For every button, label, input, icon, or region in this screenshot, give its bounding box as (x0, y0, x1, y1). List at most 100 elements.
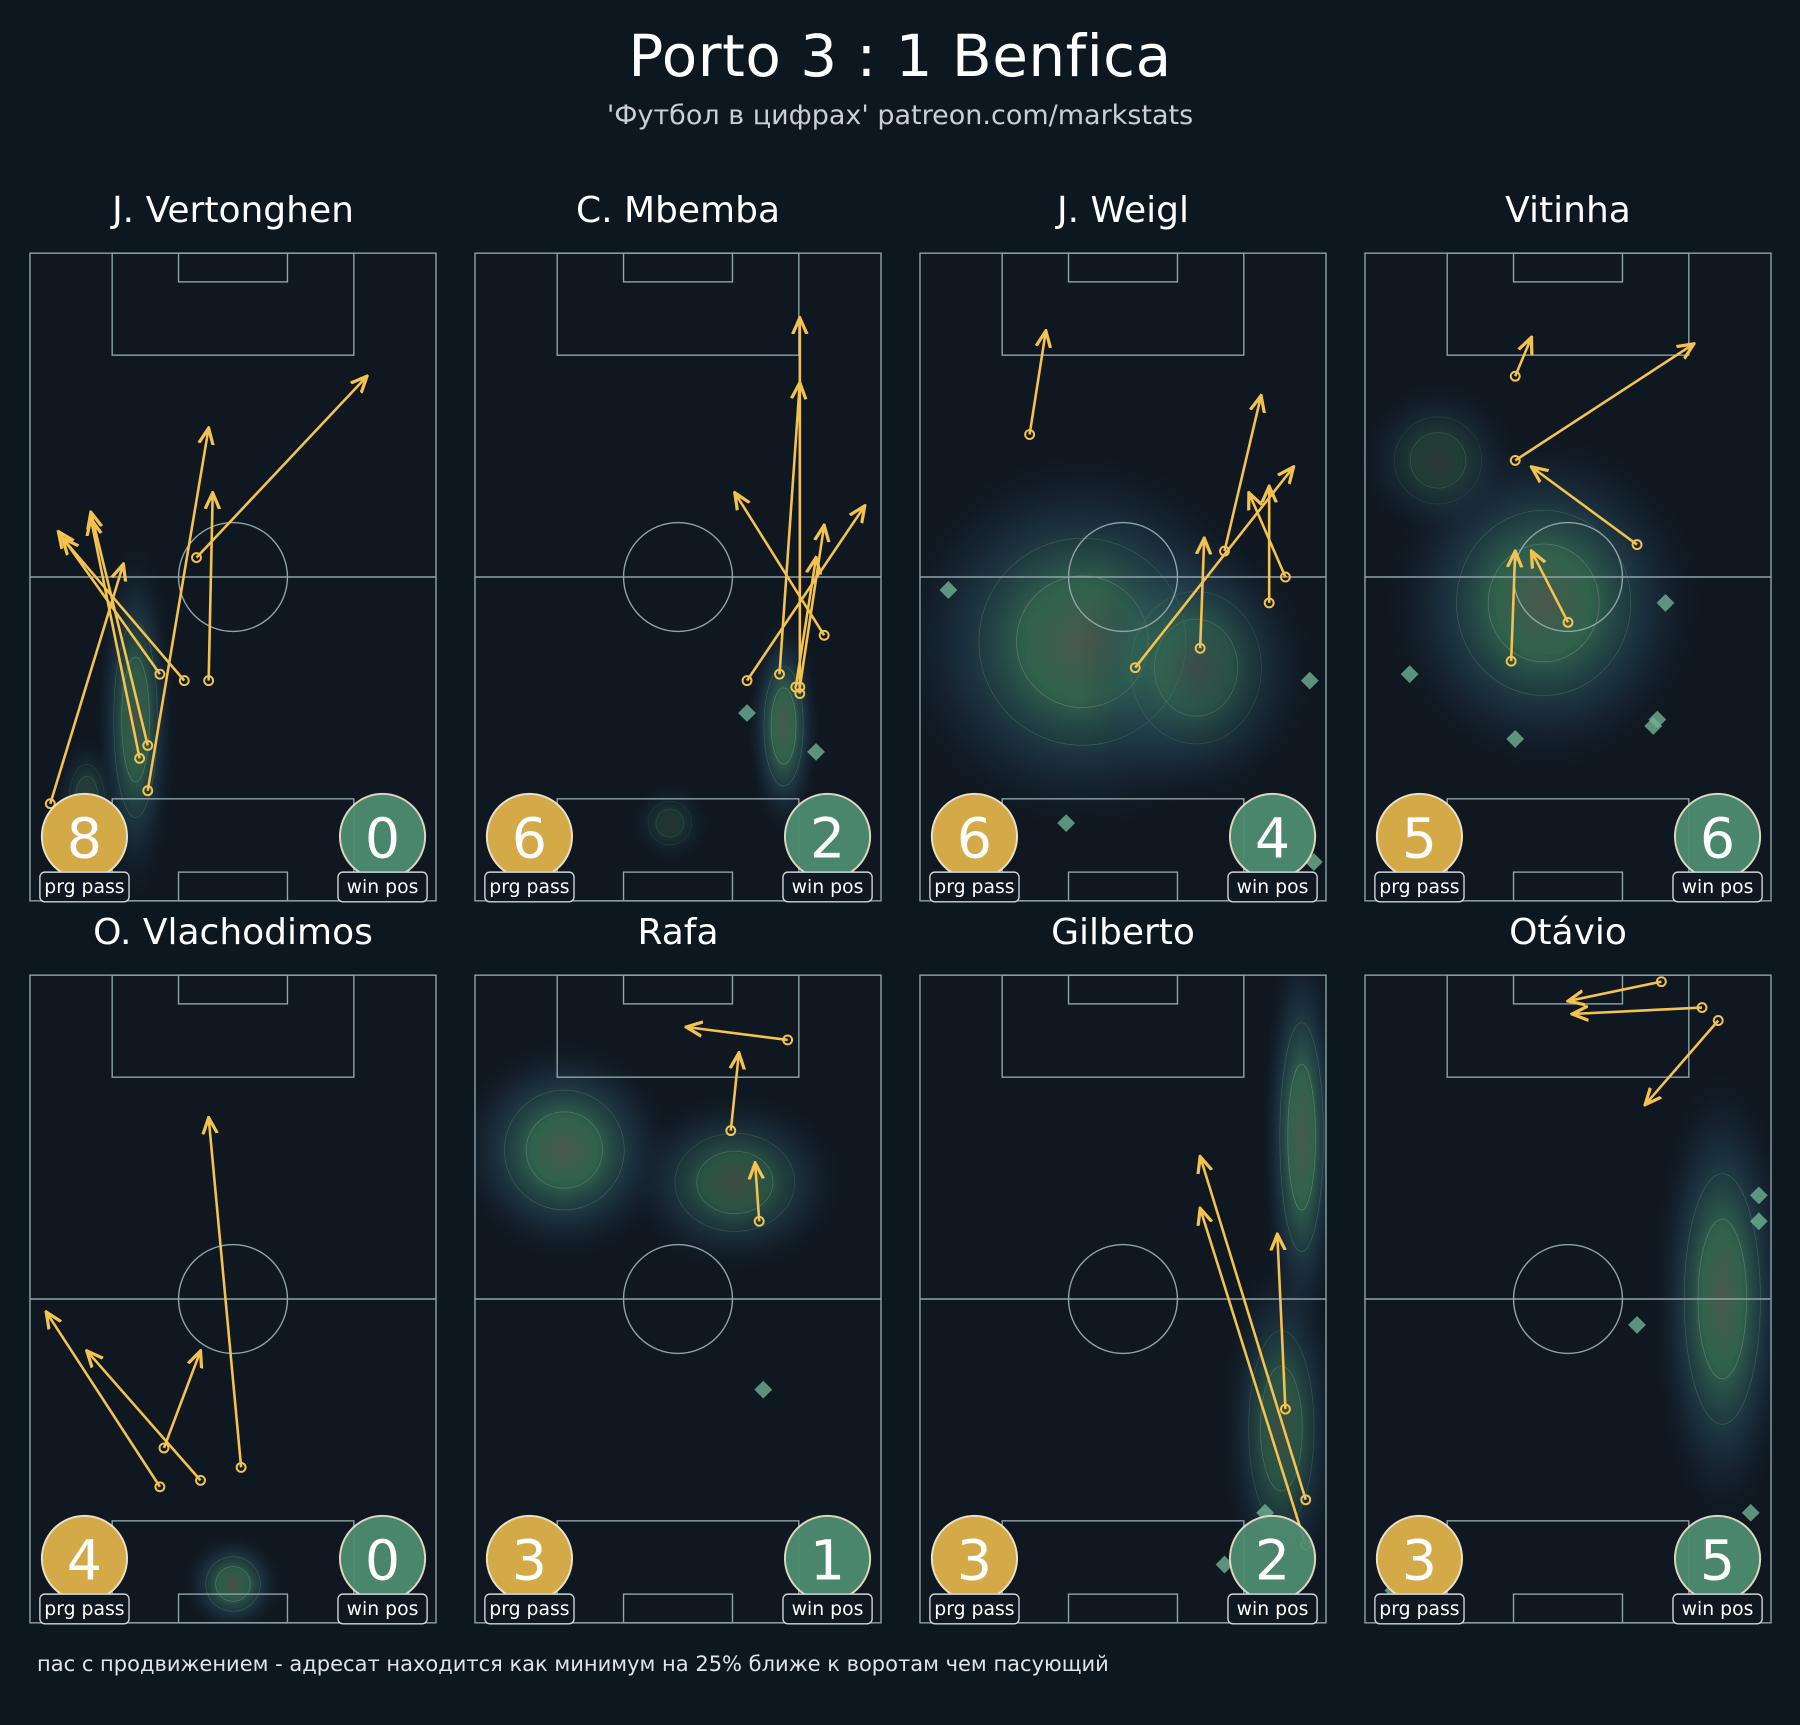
pitch-chart: 3 prg pass 2 win pos (919, 974, 1327, 1625)
progressive-pass-arrow (91, 512, 149, 746)
stat-badges: 8 prg pass 0 win pos (39, 792, 428, 903)
pass-origin-marker (235, 1461, 247, 1473)
progressive-pass-arrow (1514, 344, 1694, 462)
density-blob (1364, 381, 1518, 540)
six-yard-box-top (622, 974, 734, 1005)
pass-origin-marker (178, 675, 190, 687)
progressive-pass-badge-label: prg pass (44, 1599, 124, 1620)
six-yard-box-top (177, 974, 289, 1005)
pass-origin-marker (154, 668, 166, 680)
win-possession-count: 2 (1255, 1529, 1290, 1593)
progressive-pass-badge-label: prg pass (934, 1599, 1014, 1620)
pitch-chart: 6 prg pass 2 win pos (474, 252, 882, 903)
pass-origin-marker (203, 675, 215, 687)
progressive-pass-count: 3 (512, 1529, 547, 1593)
win-possession-count: 4 (1255, 807, 1290, 871)
pitch-markings (474, 252, 882, 902)
six-yard-box-top (622, 252, 734, 283)
player-panel: J. Weigl 6 prg pass 4 win pos (918, 190, 1328, 903)
density-map (474, 1041, 844, 1272)
progressive-pass-arrow (91, 519, 141, 759)
win-possession-badge-label: win pos (347, 877, 419, 898)
progressive-pass-layer (1505, 337, 1694, 667)
pass-origin-marker (1631, 539, 1643, 551)
player-panel: J. Vertonghen 8 prg pass 0 win pos (28, 190, 438, 903)
six-yard-box-bottom (177, 1593, 289, 1624)
pass-origin-marker (725, 1125, 737, 1137)
progressive-pass-layer (1568, 976, 1724, 1105)
centre-circle (1067, 521, 1179, 633)
density-blob (1077, 529, 1315, 807)
progressive-pass-arrow (745, 506, 865, 682)
pass-origin-marker (195, 1474, 206, 1486)
density-contour (215, 1566, 251, 1602)
density-contour (1154, 618, 1239, 717)
pass-origin-marker (44, 798, 56, 810)
centre-circle (622, 521, 734, 633)
win-possession-marker (1656, 593, 1675, 612)
pass-origin-marker (1300, 1494, 1312, 1506)
pass-origin-marker (1129, 662, 1141, 674)
pass-origin-marker (782, 1034, 794, 1046)
win-possession-layer (738, 704, 825, 761)
density-contour (1487, 543, 1600, 663)
player-panel: Rafa 3 prg pass 1 win pos (473, 912, 883, 1625)
progressive-pass-layer (46, 1118, 247, 1493)
pass-origin-marker (1024, 429, 1036, 440)
progressive-pass-layer (735, 318, 865, 700)
pitch-chart: 6 prg pass 4 win pos (919, 252, 1327, 903)
pitch-markings (919, 974, 1327, 1624)
win-possession-count: 6 (1700, 807, 1735, 871)
density-contour (1456, 509, 1632, 696)
progressive-pass-arrow (778, 383, 800, 675)
progressive-pass-badge-label: prg pass (934, 877, 1014, 898)
centre-circle (1512, 1243, 1624, 1355)
pitch-chart: 3 prg pass 5 win pos (1364, 974, 1772, 1625)
progressive-pass-arrow (87, 1351, 202, 1482)
win-possession-marker (1300, 671, 1319, 690)
win-possession-marker (1741, 1503, 1760, 1522)
density-blob (474, 1041, 674, 1259)
pass-origin-marker (1712, 1015, 1724, 1026)
win-possession-marker (754, 1380, 773, 1399)
six-yard-box-bottom (622, 871, 734, 902)
win-possession-count: 2 (810, 807, 845, 871)
pitch-markings (919, 252, 1327, 902)
win-possession-badge-label: win pos (1682, 877, 1754, 898)
progressive-pass-arrow (1531, 551, 1570, 623)
centre-circle (177, 1243, 289, 1355)
pass-origin-marker (1279, 571, 1291, 583)
pass-origin-marker (158, 1442, 170, 1454)
progressive-pass-arrow (49, 564, 123, 805)
progressive-pass-count: 3 (1402, 1529, 1437, 1593)
density-contour (1260, 1365, 1303, 1492)
progressive-pass-arrow (1514, 337, 1531, 377)
player-name: Rafa (637, 912, 719, 953)
win-possession-badge-box (782, 1593, 873, 1625)
progressive-pass-arrow (1200, 538, 1204, 649)
progressive-pass-layer (686, 1027, 794, 1227)
six-yard-box-bottom (1067, 1593, 1179, 1624)
progressive-pass-badge-box (484, 1593, 575, 1625)
density-contour (525, 1111, 603, 1189)
progressive-pass-arrow (1531, 467, 1638, 546)
six-yard-box-bottom (1067, 871, 1179, 902)
stat-badges: 3 prg pass 2 win pos (929, 1514, 1318, 1625)
pass-origin-marker (1696, 1002, 1708, 1013)
win-possession-layer (1215, 1503, 1275, 1574)
win-possession-marker (807, 742, 825, 761)
progressive-pass-arrow (146, 428, 209, 791)
progressive-pass-arrow (731, 1053, 739, 1131)
player-name: J. Vertonghen (112, 190, 354, 231)
pitch-chart: 5 prg pass 6 win pos (1364, 252, 1772, 903)
stat-badges: 6 prg pass 4 win pos (929, 792, 1318, 903)
player-panel: Vitinha 5 prg pass 6 win pos (1363, 190, 1773, 903)
win-possession-badge-box (782, 871, 873, 903)
win-possession-badge-label: win pos (792, 1599, 864, 1620)
win-possession-badge-label: win pos (1237, 1599, 1309, 1620)
player-name: Vitinha (1505, 190, 1631, 231)
density-contour (504, 1089, 625, 1211)
progressive-pass-badge-box (929, 871, 1020, 903)
win-possession-badge-box (1227, 1593, 1318, 1625)
progressive-pass-arrow (1200, 1157, 1307, 1501)
